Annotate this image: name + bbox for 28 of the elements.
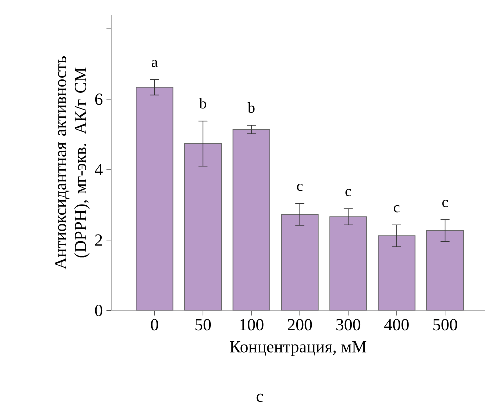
y-tick-label: 2 — [95, 234, 102, 246]
bar — [184, 143, 222, 311]
bar — [330, 216, 368, 311]
x-tick-label: 200 — [288, 319, 312, 331]
x-tick-label: 500 — [434, 319, 458, 331]
annotation: c — [394, 205, 400, 213]
annotation: c — [442, 200, 448, 208]
x-axis-title: Концентрация, мМ — [230, 341, 367, 356]
bar — [136, 87, 174, 311]
annotation: c — [297, 184, 303, 192]
bar — [281, 214, 319, 311]
bar — [232, 129, 270, 311]
x-tick-label: 50 — [196, 319, 212, 331]
y-tick-label: 4 — [95, 164, 103, 176]
x-tick-label: 100 — [240, 319, 264, 331]
x-tick-label: 0 — [151, 319, 158, 331]
bar — [426, 230, 464, 311]
y-tick-label: 6 — [95, 94, 103, 106]
text: c — [256, 394, 264, 402]
annotation: c — [346, 189, 352, 196]
bar — [378, 236, 416, 311]
y-axis-title: Антиоксидантная активность (DPPH), мг-экв. АК/г СМ — [55, 56, 90, 270]
annotation: b — [248, 102, 255, 114]
y-tick-label: 0 — [95, 304, 103, 316]
x-tick-label: 400 — [384, 319, 409, 331]
annotation: b — [199, 98, 206, 109]
x-tick-label: 300 — [336, 319, 361, 331]
annotation: a — [152, 60, 158, 68]
